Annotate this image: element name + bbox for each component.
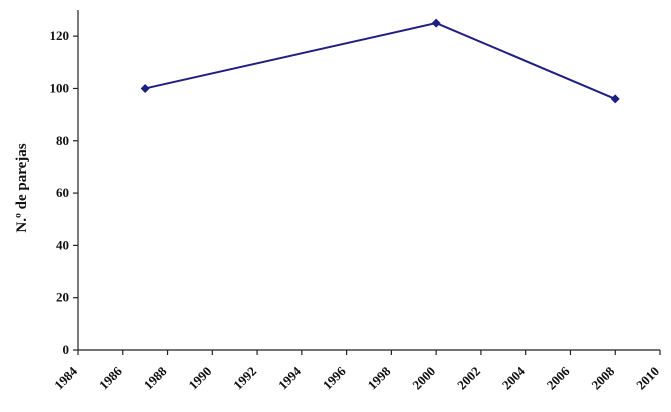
y-tick-label: 40	[56, 237, 69, 252]
x-tick-label: 1996	[320, 363, 349, 392]
y-tick-label: 100	[50, 80, 70, 95]
y-tick-label: 0	[63, 342, 70, 357]
x-tick-label: 2002	[454, 364, 483, 393]
x-tick-label: 1992	[230, 364, 259, 393]
y-axis: 0 20 40 60 80 100 120	[50, 10, 79, 357]
x-tick-label: 2006	[544, 363, 573, 392]
y-tick-label: 80	[56, 133, 69, 148]
x-tick-label: 1994	[275, 363, 304, 392]
x-tick-label: 1998	[365, 363, 394, 392]
y-tick-label: 60	[56, 185, 69, 200]
series-layer	[140, 18, 620, 104]
data-point-marker	[140, 83, 150, 93]
x-axis: 1984 1986 1988 1990 1992 1994 1996 1998 2000 2002…	[51, 349, 662, 393]
y-tick-label: 120	[50, 28, 70, 43]
x-tick-label: 2000	[409, 364, 438, 393]
x-tick-label: 2008	[588, 363, 617, 392]
series-line	[144, 22, 616, 100]
x-tick-label: 1988	[141, 363, 170, 392]
data-point-marker	[431, 18, 441, 28]
x-tick-label: 1984	[51, 363, 80, 392]
x-tick-label: 1986	[96, 363, 125, 392]
x-tick-label: 2010	[633, 364, 662, 393]
y-axis-title: N.º de parejas	[14, 143, 30, 232]
x-tick-label: 2004	[499, 363, 528, 392]
data-point-marker	[610, 94, 620, 104]
y-tick-label: 20	[56, 290, 69, 305]
x-tick-label: 1990	[185, 364, 214, 393]
